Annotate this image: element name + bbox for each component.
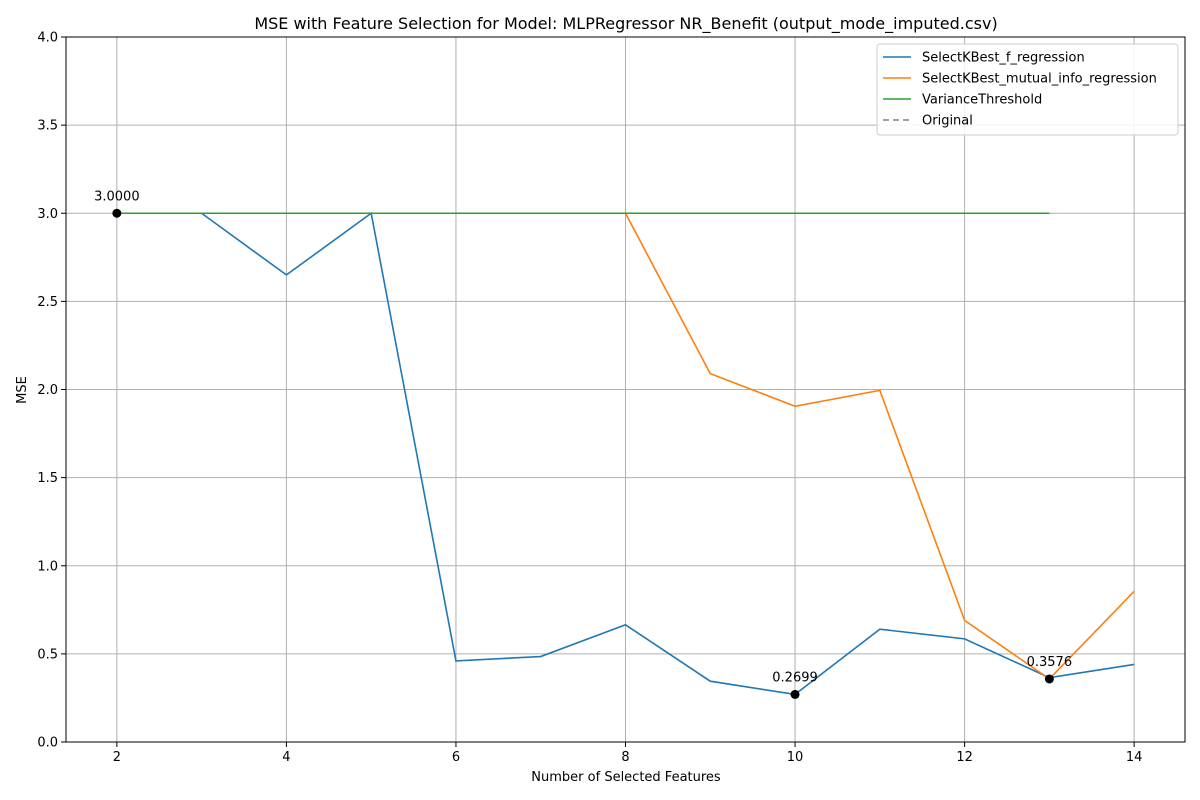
x-axis-label: Number of Selected Features (531, 770, 721, 785)
legend-label: SelectKBest_mutual_info_regression (922, 72, 1157, 87)
x-tick-label: 4 (282, 750, 290, 765)
y-tick-label: 3.0 (37, 207, 58, 222)
series-lines (116, 211, 1135, 696)
y-tick-label: 4.0 (37, 31, 58, 46)
y-tick-label: 1.5 (37, 471, 58, 486)
y-tick-label: 1.0 (37, 559, 58, 574)
x-tick-label: 8 (621, 750, 629, 765)
chart-title: MSE with Feature Selection for Model: ML… (254, 14, 997, 34)
annotations: 3.0000 0.2699 0.3576 (94, 189, 1072, 699)
y-tick-label: 2.0 (37, 383, 58, 398)
y-tick-label: 0.5 (37, 647, 58, 662)
grid (66, 36, 1185, 743)
y-axis-label: MSE (15, 376, 30, 404)
x-tick-label: 2 (113, 750, 121, 765)
y-tick-label: 3.5 (37, 119, 58, 134)
legend: SelectKBest_f_regression SelectKBest_mutu… (876, 43, 1179, 136)
min-point-label: 0.2699 (772, 670, 818, 685)
axis-ticks: 2 4 6 8 10 12 14 0.0 0.5 1.0 1.5 2.0 2.5 3.0 3.5 4.0 (37, 31, 1142, 766)
min-point-label: 3.0000 (94, 189, 140, 204)
min-point-marker (1044, 674, 1054, 684)
x-tick-label: 6 (452, 750, 460, 765)
y-tick-label: 2.5 (37, 295, 58, 310)
legend-box (876, 43, 1179, 136)
legend-label: VarianceThreshold (922, 93, 1042, 108)
legend-label: SelectKBest_f_regression (922, 51, 1085, 66)
y-tick-label: 0.0 (37, 736, 58, 751)
min-point-marker (112, 208, 122, 218)
min-point-marker (790, 689, 800, 699)
series-line-selectkbest-f-regression (116, 211, 1135, 696)
legend-label: Original (922, 114, 973, 129)
x-tick-label: 10 (787, 750, 804, 765)
x-tick-label: 14 (1126, 750, 1143, 765)
x-tick-label: 12 (956, 750, 973, 765)
min-point-label: 0.3576 (1027, 655, 1073, 670)
